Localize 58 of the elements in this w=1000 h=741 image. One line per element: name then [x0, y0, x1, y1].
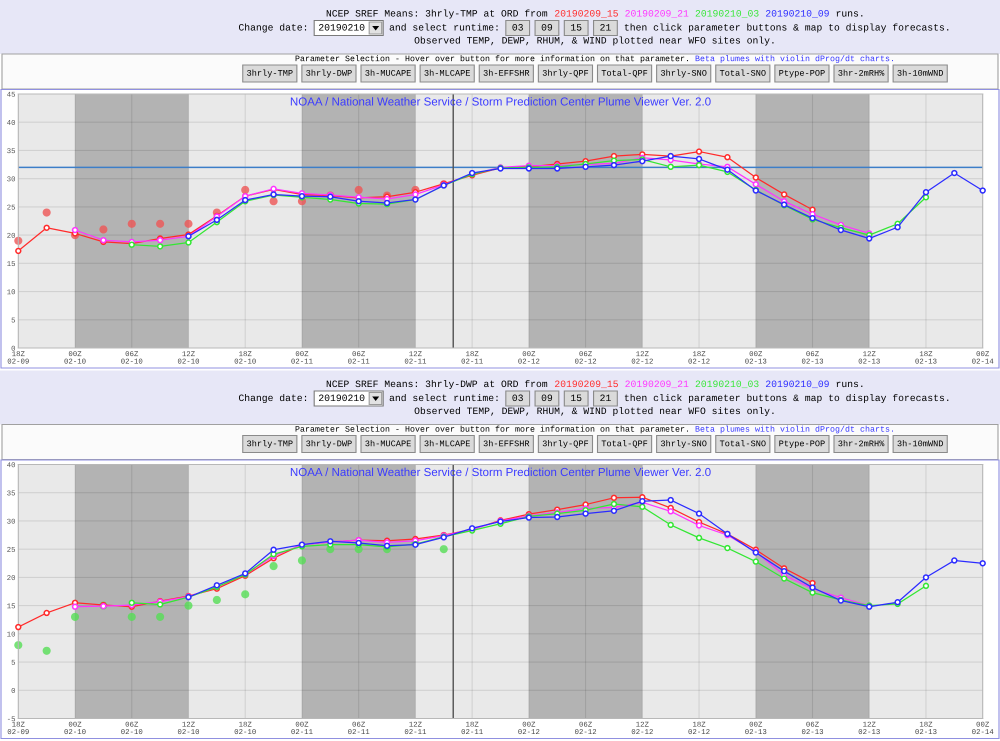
text: 20190210 — [319, 24, 364, 31]
text: 20190210 — [319, 394, 364, 402]
text: 20190210_03 — [696, 380, 759, 388]
text: and select runtime: — [390, 23, 498, 31]
text: Observed TEMP, DEWP, RHUM, & WIND plotted near WFO sites only. — [414, 36, 774, 46]
text: 3hrly-DWP — [306, 69, 352, 78]
text: 3hr-2mRH% — [838, 69, 884, 76]
text: runs. — [836, 382, 862, 388]
text: 3h-EFFSHR — [484, 69, 530, 76]
text: 20190209_21 — [625, 10, 688, 18]
text: 20190210_09 — [766, 380, 829, 388]
text: 09 — [542, 24, 552, 31]
text: runs. — [836, 11, 862, 17]
text: 3hrly-DWP — [306, 440, 352, 448]
text: then click parameter buttons & map to display forecasts. — [624, 23, 948, 33]
text: 3hrly-TMP — [247, 69, 293, 78]
text: 20190209_15 — [555, 380, 618, 388]
chart-title: NCEP SREF Means: 3hrly-DWP at ORD from — [326, 380, 548, 390]
text: 20190210_03 — [696, 10, 759, 18]
text: 20190210_09 — [766, 10, 829, 18]
text: 03 — [512, 24, 523, 31]
text: 3h-10mWND — [897, 440, 943, 446]
text: and select runtime: — [390, 394, 498, 402]
text: Observed TEMP, DEWP, RHUM, & WIND plotted near WFO sites only. — [414, 406, 774, 416]
text: 21 — [600, 24, 611, 31]
text: 20190209_21 — [625, 380, 688, 388]
text: Change date: — [238, 394, 306, 404]
text: 3hrly-QPF — [542, 440, 588, 448]
text: 21 — [600, 394, 611, 402]
text: 3hr-2mRH% — [838, 440, 884, 446]
text: 09 — [542, 394, 552, 402]
text: then click parameter buttons & map to display forecasts. — [624, 394, 948, 404]
text: 3h-MUCAPE — [365, 69, 411, 76]
text: Total-SNO — [720, 440, 766, 446]
text: 20190209_15 — [555, 10, 618, 18]
text: 3hrly-SNO — [660, 440, 707, 448]
text: 3hrly-TMP — [247, 440, 293, 448]
text: 3h-MLCAPE — [424, 440, 470, 446]
text: 3hrly-QPF — [542, 69, 588, 78]
chart-title: NCEP SREF Means: 3hrly-TMP at ORD from — [326, 9, 548, 19]
text: 03 — [512, 394, 523, 402]
text: Change date: — [238, 23, 306, 33]
text: Parameter Selection - Hover over button for more information on that parameter. — [296, 426, 688, 434]
text: 3h-MLCAPE — [424, 69, 470, 76]
text: Parameter Selection - Hover over button for more information on that parameter. — [296, 55, 688, 63]
text: 3h-MUCAPE — [365, 440, 411, 446]
text: 15 — [571, 24, 582, 31]
text: 3h-10mWND — [897, 69, 943, 76]
text: Ptype-POP — [779, 70, 825, 78]
text: Total-QPF — [602, 69, 648, 78]
text: Total-QPF — [602, 440, 648, 448]
text: 3h-EFFSHR — [484, 440, 530, 446]
text: Total-SNO — [720, 69, 766, 76]
text: 15 — [571, 394, 582, 402]
text: Beta plumes with violin dProg/dt charts. — [696, 426, 893, 434]
text: Ptype-POP — [779, 440, 825, 448]
text: 3hrly-SNO — [660, 69, 707, 78]
text: Beta plumes with violin dProg/dt charts. — [696, 55, 893, 63]
